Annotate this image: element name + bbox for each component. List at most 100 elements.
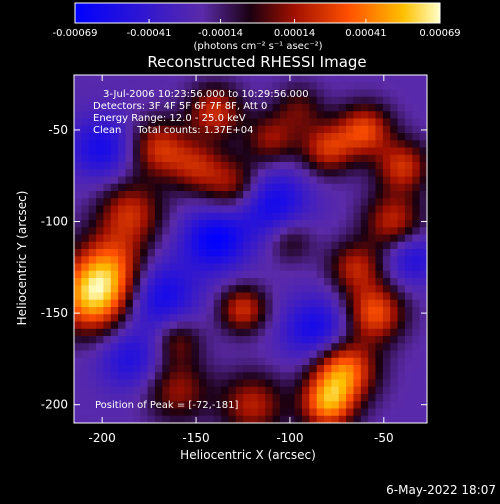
- heatmap-cell: [103, 285, 112, 293]
- heatmap-cell: [404, 278, 413, 286]
- heatmap-cell: [353, 183, 362, 192]
- heatmap-cell: [397, 212, 406, 221]
- heatmap-cell: [96, 75, 104, 83]
- heatmap-cell: [154, 183, 163, 192]
- heatmap-cell: [265, 162, 273, 170]
- heatmap-cell: [176, 350, 185, 359]
- heatmap-cell: [132, 321, 141, 330]
- heatmap-cell: [331, 183, 340, 192]
- heatmap-cell: [301, 198, 310, 206]
- heatmap-cell: [412, 379, 421, 388]
- heatmap-cell: [272, 249, 281, 257]
- heatmap-cell: [346, 234, 354, 243]
- heatmap-cell: [191, 183, 200, 192]
- heatmap-cell: [324, 336, 332, 344]
- heatmap-cell: [294, 263, 303, 272]
- heatmap-cell: [375, 270, 384, 279]
- heatmap-cell: [338, 314, 347, 322]
- heatmap-cell: [228, 314, 237, 322]
- heatmap-cell: [331, 147, 340, 156]
- heatmap-cell: [390, 227, 398, 235]
- heatmap-cell: [191, 118, 200, 127]
- heatmap-cell: [118, 220, 126, 228]
- heatmap-cell: [169, 96, 178, 105]
- heatmap-cell: [199, 191, 207, 199]
- heatmap-cell: [294, 212, 303, 221]
- heatmap-cell: [353, 408, 362, 417]
- heatmap-cell: [316, 96, 325, 105]
- heatmap-cell: [243, 89, 251, 98]
- heatmap-cell: [338, 147, 347, 156]
- heatmap-cell: [235, 256, 244, 264]
- heatmap-cell: [309, 379, 318, 388]
- heatmap-cell: [74, 169, 82, 177]
- heatmap-cell: [382, 408, 391, 417]
- heatmap-cell: [176, 75, 185, 83]
- heatmap-cell: [103, 169, 112, 177]
- heatmap-cell: [382, 328, 391, 337]
- heatmap-cell: [287, 321, 296, 330]
- heatmap-cell: [199, 263, 207, 272]
- heatmap-cell: [316, 154, 325, 163]
- heatmap-cell: [257, 394, 266, 402]
- heatmap-cell: [353, 386, 362, 395]
- heatmap-cell: [154, 401, 163, 409]
- heatmap-cell: [147, 111, 156, 119]
- heatmap-cell: [132, 415, 141, 424]
- heatmap-cell: [191, 256, 200, 264]
- heatmap-cell: [272, 365, 281, 373]
- heatmap-cell: [191, 104, 200, 112]
- heatmap-cell: [176, 220, 185, 228]
- heatmap-cell: [228, 176, 237, 185]
- heatmap-cell: [279, 408, 288, 417]
- heatmap-cell: [368, 408, 376, 417]
- heatmap-cell: [74, 386, 82, 395]
- heatmap-cell: [118, 227, 126, 235]
- heatmap-cell: [331, 263, 340, 272]
- heatmap-cell: [88, 263, 97, 272]
- heatmap-cell: [140, 154, 148, 163]
- heatmap-cell: [162, 285, 170, 293]
- heatmap-cell: [397, 118, 406, 127]
- heatmap-cell: [96, 285, 104, 293]
- heatmap-cell: [132, 111, 141, 119]
- heatmap-cell: [184, 307, 193, 315]
- heatmap-cell: [169, 205, 178, 214]
- heatmap-cell: [88, 234, 97, 243]
- heatmap-cell: [96, 328, 104, 337]
- heatmap-cell: [118, 154, 126, 163]
- heatmap-cell: [110, 328, 119, 337]
- heatmap-cell: [221, 401, 229, 409]
- heatmap-cell: [206, 365, 215, 373]
- heatmap-cell: [257, 285, 266, 293]
- heatmap-cell: [169, 125, 178, 134]
- heatmap-cell: [412, 169, 421, 177]
- heatmap-cell: [294, 227, 303, 235]
- heatmap-cell: [243, 147, 251, 156]
- heatmap-cell: [191, 350, 200, 359]
- heatmap-cell: [228, 357, 237, 366]
- heatmap-cell: [235, 408, 244, 417]
- heatmap-cell: [301, 336, 310, 344]
- heatmap-cell: [375, 191, 384, 199]
- heatmap-cell: [118, 299, 126, 308]
- heatmap-cell: [125, 350, 134, 359]
- heatmap-cell: [176, 285, 185, 293]
- heatmap-cell: [390, 104, 398, 112]
- heatmap-cell: [360, 415, 369, 424]
- heatmap-cell: [74, 379, 82, 388]
- heatmap-cell: [412, 234, 421, 243]
- heatmap-cell: [176, 328, 185, 337]
- heatmap-cell: [279, 357, 288, 366]
- heatmap-cell: [309, 314, 318, 322]
- heatmap-cell: [110, 183, 119, 192]
- heatmap-cell: [125, 140, 134, 148]
- heatmap-cell: [390, 401, 398, 409]
- heatmap-cell: [287, 75, 296, 83]
- heatmap-cell: [228, 278, 237, 286]
- heatmap-cell: [397, 249, 406, 257]
- heatmap-cell: [287, 241, 296, 250]
- heatmap-cell: [154, 176, 163, 185]
- heatmap-cell: [96, 183, 104, 192]
- heatmap-cell: [96, 365, 104, 373]
